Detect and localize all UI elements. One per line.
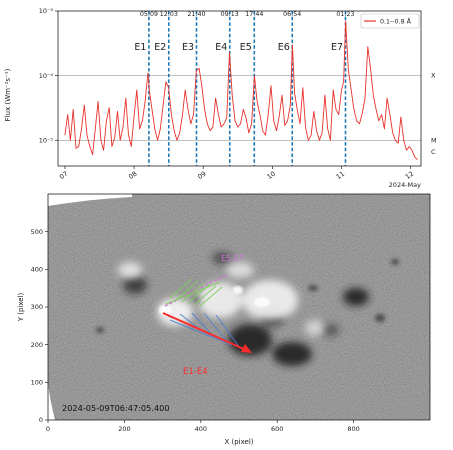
- goes-class-label: M: [431, 136, 437, 144]
- date-x-tick-label: 08: [127, 170, 138, 181]
- event-time-label: 06:54: [283, 11, 301, 18]
- pixel-x-tick-label: 600: [271, 425, 283, 433]
- pixel-y-tick-label: 300: [31, 303, 43, 311]
- pixel-y-tick-label: 100: [31, 379, 43, 387]
- pixel-x-axis-label: X (pixel): [224, 438, 253, 446]
- event-time-label: 21:40: [187, 11, 205, 18]
- goes-class-label: X: [431, 72, 436, 80]
- pixel-x-tick-label: 200: [118, 425, 130, 433]
- date-x-tick-label: 11: [335, 170, 346, 181]
- flux-y-tick-label: 10⁻⁵: [39, 136, 54, 144]
- legend-label: 0.1--0.8 Å: [380, 17, 412, 26]
- legend-box: [360, 13, 420, 29]
- date-x-tick-label: 07: [58, 170, 69, 181]
- goes-class-labels: X MC: [431, 72, 437, 156]
- class-level-gridlines: [58, 75, 421, 141]
- event-name-label: E5: [240, 42, 252, 53]
- magnetogram-timestamp: 2024-05-09T06:47:05.400: [62, 403, 170, 413]
- image-edge-mask: [48, 194, 132, 206]
- event-name-label: E1: [134, 42, 146, 53]
- pixel-y-tick-label: 0: [39, 416, 43, 424]
- pixel-x-tick-label: 0: [46, 425, 50, 433]
- legend: 0.1--0.8 Å: [360, 13, 420, 29]
- date-x-axis-ticks: 07 08 09 10 11 12: [58, 166, 415, 181]
- flux-y-axis-ticks: 10⁻³ 10⁻⁴ 10⁻⁵: [39, 7, 58, 144]
- flux-y-tick-label: 10⁻³: [39, 7, 54, 15]
- pixel-x-axis-ticks: 0 200 400 600 800: [46, 420, 360, 433]
- event-name-label: E6: [278, 42, 290, 53]
- green-slit-bundle: [165, 278, 223, 307]
- event-name-label: E4: [215, 42, 227, 53]
- lightcurve-plot-frame: [57, 10, 422, 167]
- pixel-y-tick-label: 400: [31, 266, 43, 274]
- event-time-label: 17:44: [245, 11, 263, 18]
- annotation-arrow-e1-e4: [162, 312, 252, 353]
- event-name-label: E3: [182, 42, 194, 53]
- annotation-label-e5-e7: E5-E7: [221, 254, 244, 263]
- magnetogram-image: E5-E7 E1-E4 2024-05-09T06:47:05.400: [48, 194, 430, 420]
- pixel-y-tick-label: 200: [31, 341, 43, 349]
- pixel-y-axis-ticks: 0 100 200 300 400 500: [31, 228, 48, 424]
- annotation-label-e1-e4: E1-E4: [183, 367, 208, 377]
- event-name-label: E7: [331, 42, 343, 53]
- pixel-x-tick-label: 800: [347, 425, 359, 433]
- lightcurve-panel: 05:09 E1 12:03 E2 21:40 E3 09:13 E4 17:44 E5 06:54…: [4, 7, 437, 189]
- event-time-label: 05:09: [140, 11, 158, 18]
- date-x-tick-label: 12: [404, 170, 415, 181]
- flux-series-line: [64, 20, 418, 161]
- event-time-label: 12:03: [160, 11, 178, 18]
- date-x-tick-label: 10: [266, 170, 277, 181]
- date-x-tick-label: 09: [196, 170, 207, 181]
- goes-class-label: C: [431, 148, 436, 156]
- pixel-x-tick-label: 400: [195, 425, 207, 433]
- pixel-y-axis-label: Y (pixel): [17, 292, 25, 322]
- flux-y-axis-label: Flux (Wm⁻²s⁻¹): [4, 68, 12, 121]
- pixel-y-tick-label: 500: [31, 228, 43, 236]
- event-time-label: 09:13: [221, 11, 239, 18]
- date-unit-label: 2024-May: [389, 181, 421, 189]
- event-time-label: 01:23: [336, 11, 354, 18]
- event-name-label: E2: [154, 42, 166, 53]
- flux-y-tick-label: 10⁻⁴: [39, 72, 54, 80]
- flare-event-markers: 05:09 E1 12:03 E2 21:40 E3 09:13 E4 17:44 E5 06:54…: [134, 11, 355, 166]
- magnetogram-panel: E5-E7 E1-E4 2024-05-09T06:47:05.400 0 100…: [17, 193, 431, 446]
